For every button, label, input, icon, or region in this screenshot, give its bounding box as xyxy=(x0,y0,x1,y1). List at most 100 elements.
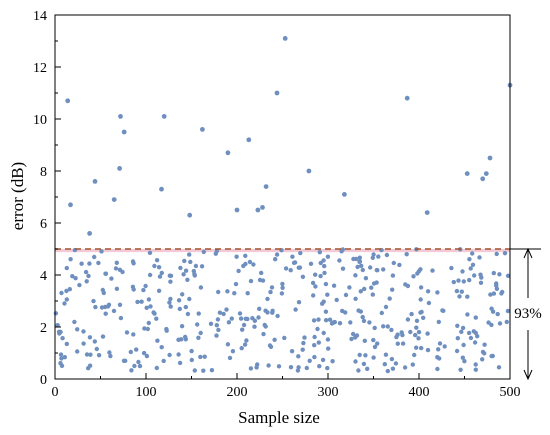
data-point xyxy=(268,289,273,295)
data-point xyxy=(161,358,166,364)
outlier-point xyxy=(200,126,205,132)
data-point xyxy=(317,364,322,369)
data-point xyxy=(64,265,70,271)
outlier-point xyxy=(464,171,470,177)
data-point xyxy=(196,311,201,316)
data-point xyxy=(491,270,496,276)
data-point xyxy=(353,335,358,340)
data-point xyxy=(296,354,301,359)
data-point xyxy=(79,261,84,266)
outlier-point xyxy=(159,186,164,192)
data-point xyxy=(459,329,464,334)
data-point xyxy=(55,323,60,328)
data-point xyxy=(59,363,65,368)
data-point xyxy=(81,341,86,346)
data-point xyxy=(201,368,206,373)
data-point xyxy=(477,255,482,260)
data-point xyxy=(475,334,480,339)
data-point xyxy=(494,281,499,286)
data-point xyxy=(135,299,140,305)
data-point xyxy=(245,316,250,322)
data-point xyxy=(202,354,207,359)
data-point xyxy=(371,252,376,257)
data-point xyxy=(347,285,352,290)
data-point xyxy=(99,249,104,254)
data-point xyxy=(375,268,380,273)
x-tick-label: 100 xyxy=(136,385,157,400)
data-point xyxy=(156,288,162,293)
data-point xyxy=(412,352,417,358)
data-point xyxy=(348,320,353,325)
data-point xyxy=(147,272,153,278)
data-point xyxy=(449,265,454,271)
data-point xyxy=(105,304,111,309)
data-point xyxy=(53,311,59,316)
data-point xyxy=(198,285,204,290)
data-point xyxy=(458,367,463,372)
data-point xyxy=(256,315,261,320)
data-point xyxy=(146,320,151,326)
data-point xyxy=(482,342,487,347)
data-point xyxy=(214,323,219,328)
data-point xyxy=(288,365,294,370)
data-point xyxy=(237,311,243,316)
data-point xyxy=(389,327,394,333)
data-point xyxy=(414,345,419,350)
data-point xyxy=(183,268,189,273)
data-point xyxy=(471,329,476,334)
data-point xyxy=(64,288,69,294)
data-point xyxy=(379,310,384,316)
data-point xyxy=(128,349,133,355)
data-point xyxy=(313,272,318,277)
y-tick-label: 4 xyxy=(40,269,47,284)
data-point xyxy=(296,300,302,305)
data-point xyxy=(201,249,206,255)
data-point xyxy=(131,332,136,337)
data-point xyxy=(361,361,367,367)
data-point xyxy=(385,368,390,374)
data-point xyxy=(168,279,173,284)
data-point xyxy=(84,352,90,357)
data-point xyxy=(279,291,285,296)
data-point xyxy=(245,291,250,296)
data-point xyxy=(363,353,368,358)
data-point xyxy=(330,359,335,364)
data-point xyxy=(86,273,91,279)
data-point xyxy=(360,267,365,273)
data-point xyxy=(92,254,97,260)
data-point xyxy=(111,308,117,314)
data-point xyxy=(325,365,330,371)
data-point xyxy=(120,269,125,275)
data-point xyxy=(496,365,502,370)
bracket-arrow-down xyxy=(523,369,533,381)
data-point xyxy=(495,311,500,317)
data-point xyxy=(397,262,402,268)
data-point xyxy=(321,299,326,304)
data-point xyxy=(362,286,367,292)
data-point xyxy=(75,349,80,354)
data-point xyxy=(130,284,136,289)
data-point xyxy=(230,349,236,354)
data-point xyxy=(81,329,86,334)
data-point xyxy=(99,305,105,310)
outlier-point xyxy=(306,168,312,174)
data-point xyxy=(387,296,392,301)
outlier-point xyxy=(92,179,98,184)
data-point xyxy=(96,260,101,266)
ticks: 0 100 200 300 400 500 0 2 4 6 8 10 12 14 xyxy=(33,9,521,400)
data-point xyxy=(156,265,162,270)
data-point xyxy=(494,251,499,257)
data-point xyxy=(263,308,268,313)
data-point xyxy=(357,352,362,358)
data-point xyxy=(295,368,301,373)
data-point xyxy=(252,324,257,329)
data-point xyxy=(322,270,327,276)
outlier-point xyxy=(274,90,280,96)
data-point xyxy=(60,336,65,341)
data-point xyxy=(459,289,464,294)
data-point xyxy=(121,358,127,363)
data-point xyxy=(470,251,475,256)
data-point xyxy=(280,285,285,290)
outlier-point xyxy=(480,176,486,182)
data-point xyxy=(370,255,375,260)
